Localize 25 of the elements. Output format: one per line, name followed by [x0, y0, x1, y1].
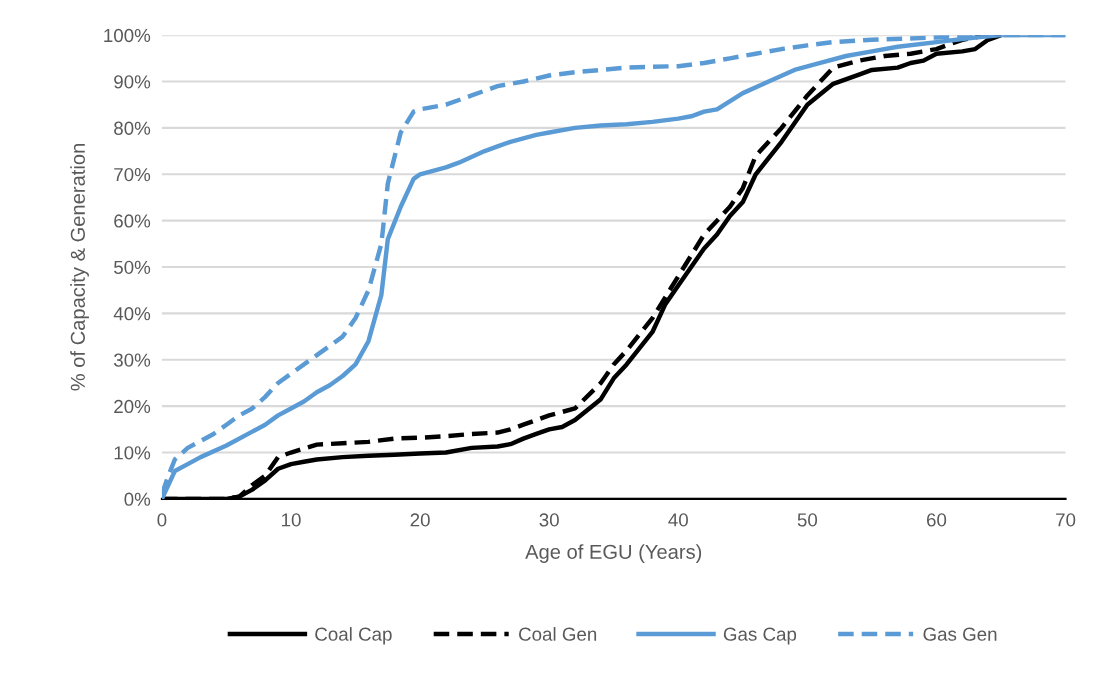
x-tick-label: 10: [282, 513, 301, 527]
x-tick-label: 60: [926, 513, 947, 527]
x-tick-label: 40: [668, 513, 688, 527]
y-tick-label: 90%: [114, 75, 151, 89]
x-tick-label: 30: [539, 513, 559, 527]
legend-label: Coal Gen: [519, 627, 597, 641]
y-tick-label: 20%: [114, 399, 151, 414]
y-tick-label: 60%: [114, 214, 151, 228]
y-axis-title: % of Capacity & Generation: [70, 144, 89, 391]
x-tick-label: 50: [797, 513, 818, 527]
y-tick-label: 50%: [114, 260, 151, 274]
y-tick-label: 80%: [114, 121, 151, 135]
x-tick-label: 20: [410, 513, 430, 527]
legend-label: Gas Cap: [723, 627, 797, 645]
y-tick-label: 100%: [104, 28, 151, 43]
y-tick-label: 10%: [114, 446, 151, 460]
x-tick-label: 70: [1056, 513, 1076, 527]
y-tick-label: 40%: [113, 307, 151, 321]
y-tick-label: 0%: [124, 492, 151, 506]
y-tick-label: 30%: [113, 353, 151, 367]
legend-label: Gas Gen: [923, 627, 997, 641]
y-tick-label: 70%: [114, 167, 151, 182]
x-axis-title: Age of EGU (Years): [525, 544, 702, 563]
legend-label: Coal Cap: [315, 627, 392, 645]
x-tick-label: 0: [157, 513, 167, 527]
